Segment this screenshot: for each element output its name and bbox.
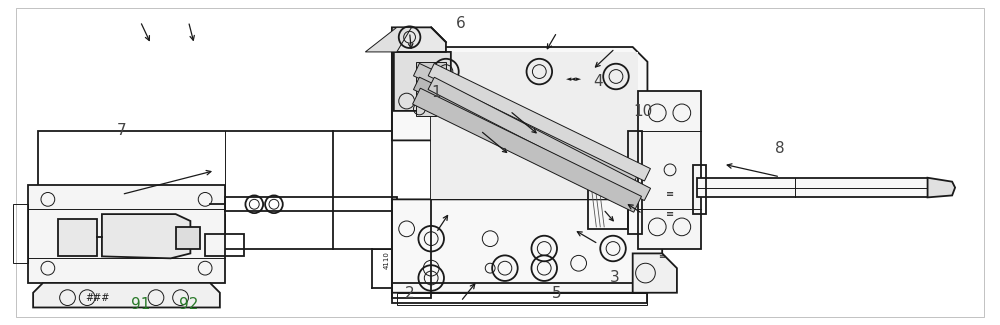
Text: 92: 92 (179, 297, 198, 312)
Polygon shape (413, 77, 641, 196)
Text: ◄◄►: ◄◄► (566, 76, 582, 83)
Text: 10: 10 (633, 104, 652, 119)
Text: 1: 1 (431, 85, 441, 100)
Polygon shape (365, 27, 412, 52)
Text: ≡: ≡ (666, 209, 674, 219)
Text: 91: 91 (131, 297, 150, 312)
Text: ###: ### (85, 292, 109, 303)
Text: 6: 6 (456, 16, 466, 31)
Polygon shape (416, 62, 446, 76)
Text: 4110: 4110 (384, 251, 390, 269)
Bar (225, 197, 397, 211)
Polygon shape (28, 185, 225, 283)
Bar (693, 165, 706, 214)
Polygon shape (392, 47, 647, 140)
Polygon shape (413, 88, 641, 212)
Bar (697, 178, 928, 197)
Polygon shape (394, 52, 451, 111)
Text: 2: 2 (405, 286, 414, 301)
Polygon shape (413, 63, 641, 181)
Text: 7: 7 (117, 123, 126, 138)
Bar (638, 91, 701, 249)
Text: ≡: ≡ (666, 189, 674, 200)
Bar (628, 131, 642, 234)
Bar (397, 293, 647, 305)
Polygon shape (431, 52, 638, 199)
Polygon shape (428, 63, 650, 181)
Bar (392, 42, 431, 298)
Polygon shape (928, 178, 955, 197)
Text: ≡: ≡ (658, 252, 665, 261)
Polygon shape (33, 283, 220, 307)
Bar (38, 131, 333, 249)
Polygon shape (633, 254, 677, 293)
Polygon shape (416, 76, 436, 116)
Polygon shape (428, 77, 651, 201)
Polygon shape (58, 219, 97, 256)
Text: 3: 3 (610, 270, 620, 285)
Polygon shape (102, 214, 190, 258)
Bar (392, 283, 647, 303)
Text: 5: 5 (552, 286, 562, 301)
Polygon shape (392, 27, 446, 52)
Text: 4: 4 (593, 73, 603, 88)
Text: 8: 8 (775, 141, 785, 156)
Polygon shape (392, 199, 662, 293)
Polygon shape (176, 227, 200, 249)
